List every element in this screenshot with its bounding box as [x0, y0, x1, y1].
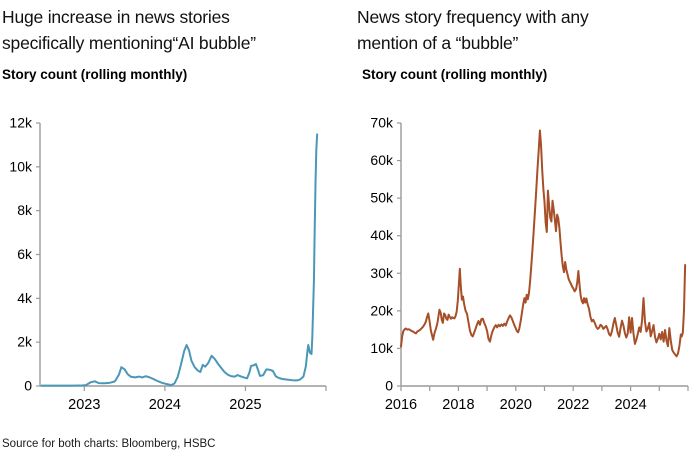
- chart-title-left-line1: Huge increase in news stories: [2, 7, 230, 27]
- chart-subtitle-right: Story count (rolling monthly): [362, 67, 548, 82]
- svg-text:2023: 2023: [68, 397, 100, 413]
- svg-text:20k: 20k: [370, 302, 394, 318]
- svg-text:2016: 2016: [385, 397, 417, 413]
- svg-text:70k: 70k: [370, 115, 394, 131]
- svg-text:10k: 10k: [370, 340, 394, 356]
- svg-text:2024: 2024: [149, 397, 181, 413]
- svg-text:6k: 6k: [17, 246, 33, 262]
- svg-text:40k: 40k: [370, 227, 394, 243]
- svg-text:8k: 8k: [17, 202, 33, 218]
- chart-title-right-line1: News story frequency with any: [357, 7, 589, 27]
- svg-text:2022: 2022: [557, 397, 589, 413]
- svg-text:2k: 2k: [17, 334, 33, 350]
- svg-text:2025: 2025: [229, 397, 261, 413]
- chart-title-right-line2: mention of a “bubble”: [357, 33, 519, 53]
- chart-panel-ai-bubble: Huge increase in news stories specifical…: [0, 0, 347, 430]
- chart-subtitle-left: Story count (rolling monthly): [2, 67, 188, 82]
- svg-text:30k: 30k: [370, 265, 394, 281]
- chart-title-left: Huge increase in news stories specifical…: [0, 0, 347, 56]
- line-chart-ai-bubble: 0 2k 4k 6k 8k 10k 12k 2023 2024 2025: [9, 115, 327, 413]
- svg-text:0: 0: [385, 378, 393, 394]
- svg-text:60k: 60k: [370, 152, 394, 168]
- svg-text:0: 0: [24, 378, 32, 394]
- source-note: Source for both charts: Bloomberg, HSBC: [2, 438, 216, 450]
- svg-text:4k: 4k: [17, 290, 33, 306]
- chart-title-right: News story frequency with any mention of…: [348, 0, 695, 56]
- line-chart-any-bubble: 0 10k 20k 30k 40k 50k 60k 70k 2016 2018 2020 2022 20…: [370, 115, 689, 413]
- svg-text:12k: 12k: [9, 115, 33, 131]
- svg-text:50k: 50k: [370, 190, 394, 206]
- svg-text:2024: 2024: [614, 397, 646, 413]
- svg-text:10k: 10k: [9, 158, 33, 174]
- chart-panel-any-bubble: News story frequency with any mention of…: [348, 0, 695, 430]
- svg-text:2020: 2020: [500, 397, 532, 413]
- svg-text:2018: 2018: [442, 397, 474, 413]
- chart-title-left-line2: specifically mentioning“AI bubble”: [2, 33, 256, 53]
